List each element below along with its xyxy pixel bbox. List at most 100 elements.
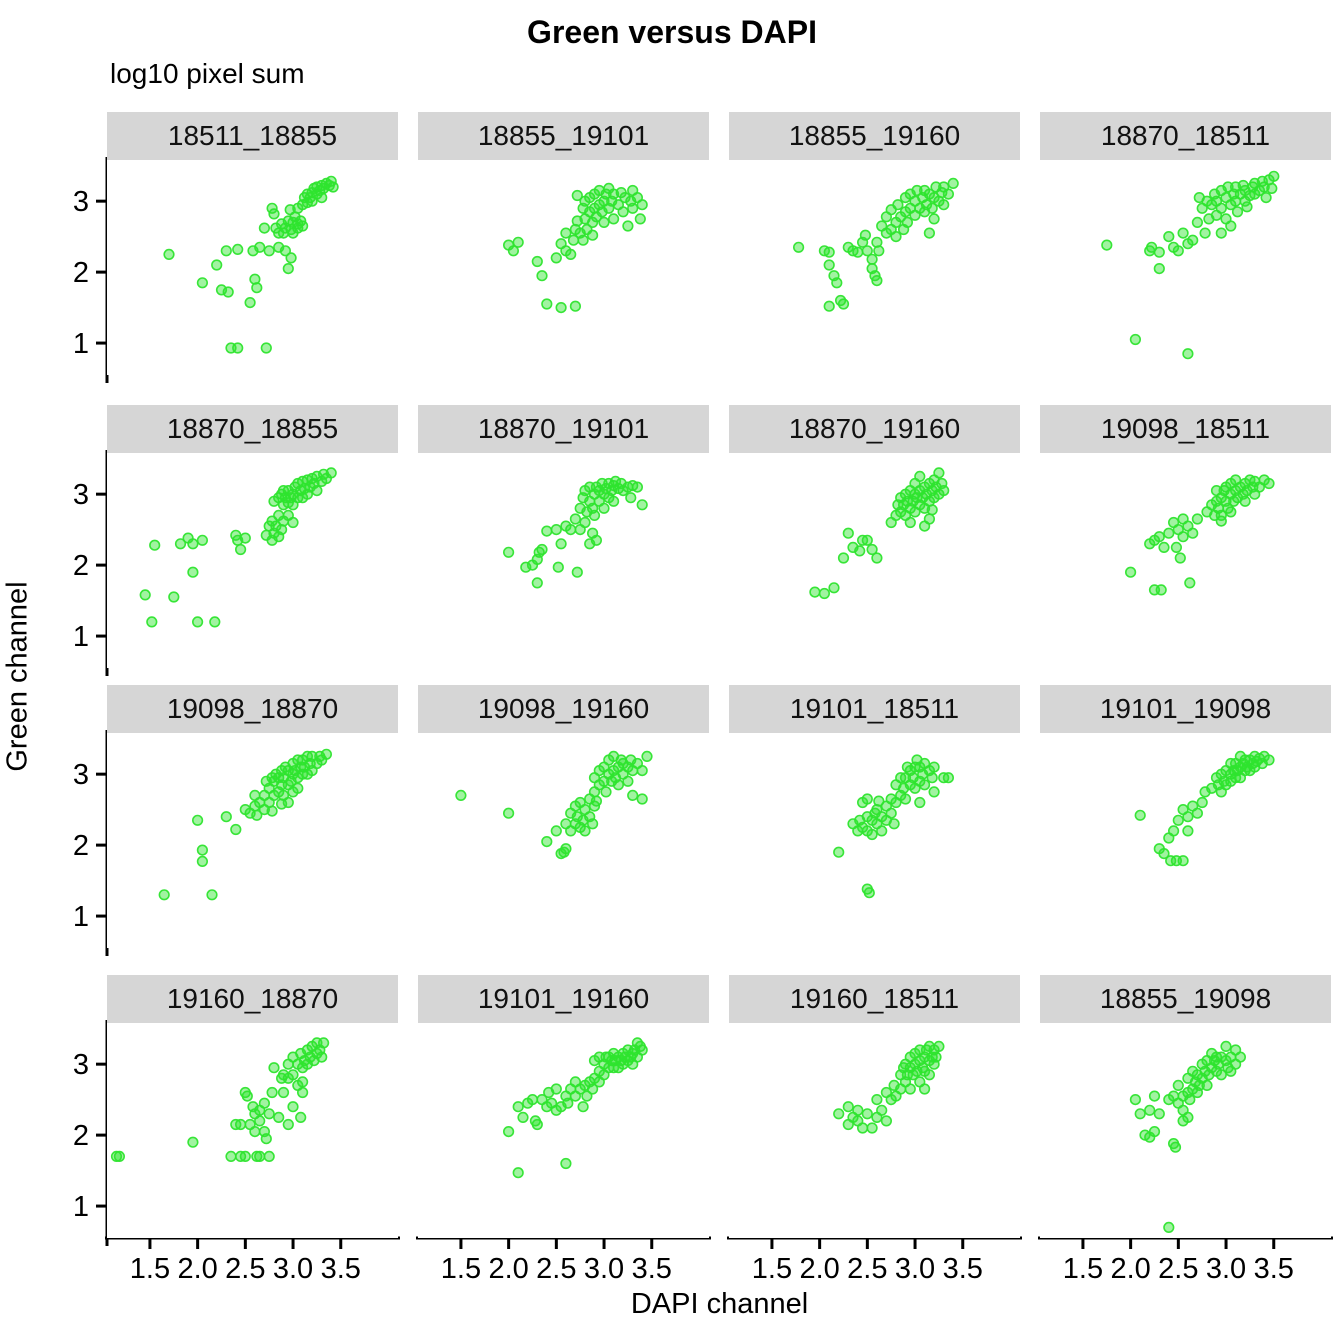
y-tick-label: 3 (73, 759, 89, 791)
x-tick-label: 2.0 (1110, 1253, 1150, 1285)
data-point (287, 1069, 299, 1081)
data-point (251, 282, 263, 294)
data-point (598, 216, 610, 229)
data-point (1153, 262, 1165, 275)
facet-strip: 18855_19160 (729, 112, 1020, 160)
data-point (258, 1097, 270, 1109)
data-point (933, 467, 945, 479)
data-point (196, 844, 208, 856)
data-point (852, 1115, 864, 1127)
facet-panel (418, 453, 709, 668)
data-point (251, 809, 263, 821)
facet-strip: 18511_18855 (107, 112, 398, 160)
facet: 18870_19101 (418, 405, 709, 668)
data-point (631, 481, 643, 493)
data-point (550, 252, 562, 264)
data-point (627, 789, 639, 802)
facet-strip-label: 19098_18511 (1100, 413, 1271, 444)
data-point (1182, 825, 1194, 837)
data-point (251, 1150, 263, 1162)
data-point (1148, 1090, 1161, 1102)
data-point (311, 484, 323, 497)
data-point (220, 811, 232, 823)
data-point (187, 538, 199, 550)
data-point (587, 216, 599, 229)
data-point (266, 1086, 278, 1099)
data-point (1187, 234, 1199, 246)
data-point (191, 616, 204, 628)
data-point (541, 298, 553, 310)
y-tick-label: 2 (73, 550, 89, 582)
facet-strip-label: 19101_18511 (789, 693, 960, 724)
data-point (919, 1083, 931, 1095)
data-point (320, 748, 332, 760)
data-point (938, 199, 950, 211)
facet-strip: 19101_18511 (729, 685, 1020, 733)
y-tick-label: 3 (73, 1049, 89, 1081)
y-tick-label: 1 (73, 328, 89, 360)
data-point (1239, 495, 1251, 507)
data-point (507, 245, 519, 257)
facet-panel (729, 733, 1020, 948)
data-point (1234, 1051, 1246, 1063)
data-point (550, 825, 562, 837)
data-point (581, 1090, 593, 1102)
data-point (871, 552, 883, 564)
data-point (923, 513, 935, 525)
data-point (1172, 245, 1184, 257)
data-point (593, 1076, 605, 1088)
facet-strip-label: 19098_19160 (477, 693, 650, 724)
data-point (263, 245, 275, 257)
data-point (225, 1150, 237, 1162)
data-point (1169, 1141, 1182, 1153)
data-point (1268, 170, 1280, 182)
data-point (1222, 181, 1234, 193)
data-point (923, 1069, 935, 1081)
x-tick-label: 3.0 (273, 1253, 313, 1285)
data-point (1165, 855, 1177, 867)
data-point (247, 245, 259, 257)
data-point (249, 789, 261, 802)
data-point (287, 1101, 299, 1113)
data-point (268, 208, 280, 220)
facet-strip-label: 18870_18511 (1100, 120, 1271, 151)
data-point (1263, 477, 1275, 490)
data-point (579, 825, 591, 837)
data-point (502, 1125, 515, 1138)
x-tick-label: 1.5 (441, 1253, 481, 1285)
data-point (536, 270, 548, 282)
data-point (861, 245, 873, 257)
data-point (636, 764, 648, 777)
data-point (536, 543, 548, 556)
data-point (885, 807, 897, 819)
x-tick-label: 2.5 (225, 1253, 265, 1285)
data-point (1155, 584, 1167, 596)
data-point (1215, 786, 1227, 798)
data-point (531, 255, 543, 268)
data-point (1225, 506, 1237, 518)
data-point (823, 300, 835, 312)
data-point (1177, 531, 1189, 543)
data-point (1191, 216, 1203, 229)
data-point (866, 253, 878, 265)
facet-strip: 19098_18870 (107, 685, 398, 733)
facet-strip-label: 18870_19160 (788, 413, 961, 444)
data-point (268, 1062, 280, 1074)
data-point (636, 199, 648, 211)
y-tick-label: 2 (73, 257, 89, 289)
data-point (285, 252, 297, 264)
data-point (608, 213, 620, 225)
data-point (876, 1104, 888, 1116)
data-point (196, 855, 208, 867)
data-point (627, 202, 639, 214)
data-point (325, 467, 337, 479)
data-point (842, 527, 854, 539)
data-point (587, 229, 599, 241)
data-point (1263, 754, 1275, 766)
facet-strip-label: 18870_18855 (166, 413, 339, 444)
data-point (888, 818, 900, 830)
data-point (923, 227, 935, 239)
x-tick-label: 3.0 (895, 1253, 935, 1285)
y-tick-label: 2 (73, 1120, 89, 1152)
